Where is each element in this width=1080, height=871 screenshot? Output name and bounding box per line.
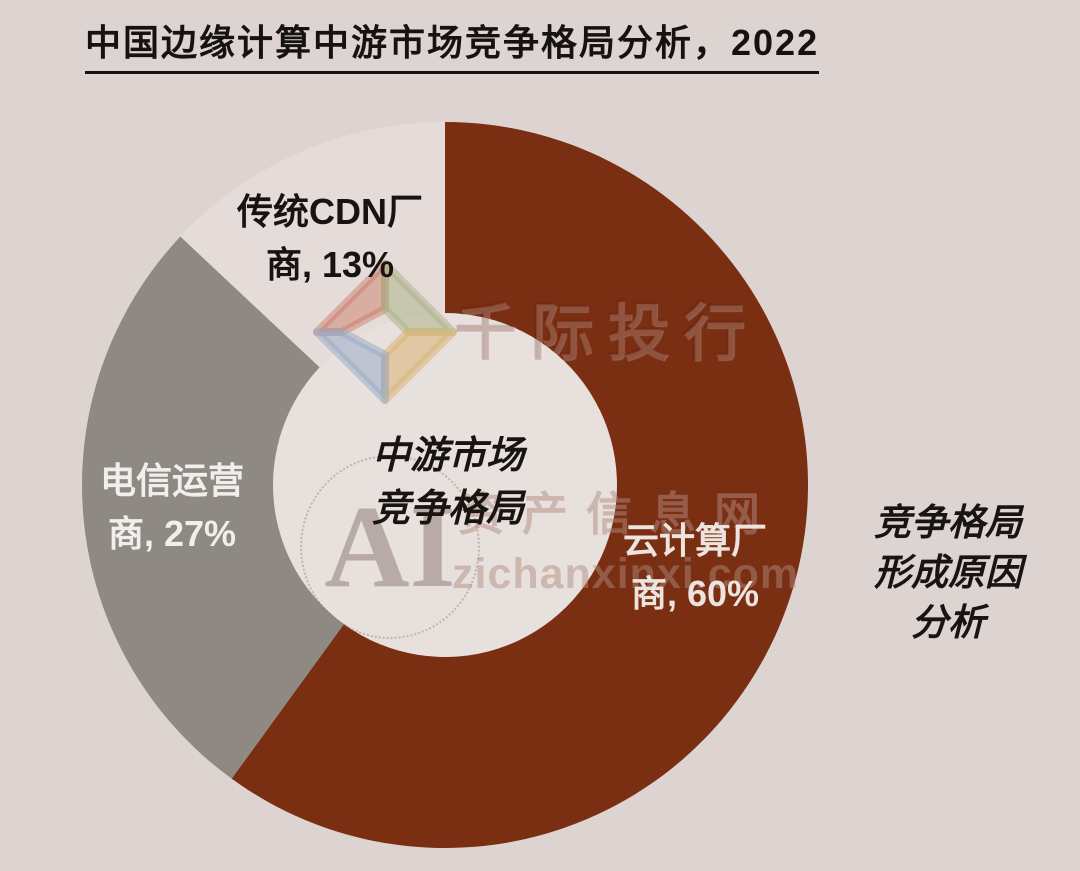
annotation-line: 分析 [911,602,985,643]
pie-slice-cdn-vendors [180,122,445,368]
slice-label-line: 传统CDN厂 [237,191,423,232]
donut-center-label: 中游市场 竞争格局 [372,430,524,536]
slice-label-line: 商, 60% [630,573,760,614]
slice-label-cloud-vendors: 云计算厂 商, 60% [623,514,767,620]
center-label-line: 竞争格局 [371,488,525,530]
annotation-line: 形成原因 [874,552,1022,593]
slice-label-line: 商, 27% [107,513,237,554]
side-annotation: 竞争格局 形成原因 分析 [874,498,1022,648]
slice-label-cdn-vendors: 传统CDN厂 商, 13% [237,185,423,291]
pie-slice-cloud-vendors [231,122,809,849]
slice-label-line: 云计算厂 [622,520,768,561]
center-label-line: 中游市场 [371,435,525,477]
slice-label-line: 商, 13% [265,244,395,285]
pie-slice-telecom-operators [81,236,344,779]
annotation-line: 竞争格局 [874,502,1022,543]
slice-label-line: 电信运营 [99,460,245,501]
chart-title: 中国边缘计算中游市场竞争格局分析，2022 [85,14,820,74]
slice-label-telecom-operators: 电信运营 商, 27% [100,454,244,560]
